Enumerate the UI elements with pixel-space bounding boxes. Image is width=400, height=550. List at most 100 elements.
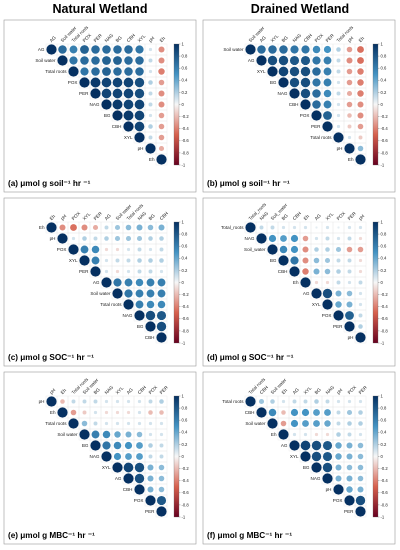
correlation-circle xyxy=(91,430,100,439)
correlation-circle xyxy=(336,69,341,74)
row-label: XYL xyxy=(257,69,266,74)
correlation-circle xyxy=(358,410,363,415)
column-label: Eh xyxy=(303,213,311,221)
row-label: BG xyxy=(82,443,89,448)
colorbar-tick-label: 0.4 xyxy=(182,430,188,435)
correlation-circle xyxy=(290,256,299,265)
correlation-circle xyxy=(358,236,363,241)
correlation-circle xyxy=(71,399,76,404)
colorbar-tick-label: -0.2 xyxy=(381,466,389,471)
row-label: Soil water xyxy=(35,58,56,63)
diagonal-circle xyxy=(134,132,145,143)
row-label: BG xyxy=(270,80,277,85)
column-label: NAG xyxy=(104,32,115,43)
colorbar-tick-label: -1 xyxy=(381,340,385,345)
column-label: Eh xyxy=(49,213,57,221)
panel-border xyxy=(202,197,396,367)
column-label: POX xyxy=(336,211,346,221)
column-label: BG xyxy=(93,387,102,396)
correlation-circle xyxy=(134,77,145,88)
correlation-circle xyxy=(323,100,332,109)
grid-cell xyxy=(354,505,367,518)
colorbar-tick-label: -1 xyxy=(182,162,186,167)
diagonal-circle xyxy=(300,99,311,110)
row-label: pH xyxy=(326,487,332,492)
correlation-circle xyxy=(280,235,287,242)
correlation-circle xyxy=(324,420,331,427)
column-label: PER xyxy=(347,211,358,222)
correlation-circle xyxy=(336,113,341,118)
correlation-circle xyxy=(336,91,341,96)
colorbar-tick-label: -0.6 xyxy=(381,138,389,143)
correlation-circle xyxy=(136,442,143,449)
colorbar-tick-label: -1 xyxy=(381,514,385,519)
correlation-circle xyxy=(303,432,308,437)
diagonal-circle xyxy=(289,88,300,99)
column-label: BG xyxy=(314,387,323,396)
colorbar-tick-label: 1 xyxy=(381,41,384,46)
diagonal-circle xyxy=(156,332,167,343)
correlation-circle xyxy=(158,112,165,119)
correlation-circle xyxy=(312,45,321,54)
correlation-circle xyxy=(124,289,133,298)
column-label: CBH xyxy=(126,33,136,43)
correlation-circle xyxy=(346,409,353,416)
panel-caption: (d) μmol g SOC⁻¹ hr ⁻¹ xyxy=(207,353,294,362)
diagonal-circle xyxy=(156,506,167,517)
correlation-circle xyxy=(335,301,342,308)
colorbar-tick-label: 1 xyxy=(381,393,384,398)
correlation-circle xyxy=(347,236,352,241)
correlation-circle xyxy=(289,77,300,88)
correlation-circle xyxy=(358,135,363,140)
correlation-circle xyxy=(324,257,331,264)
correlation-circle xyxy=(325,280,330,285)
correlation-circle xyxy=(358,432,363,437)
correlation-circle xyxy=(123,462,134,473)
row-label: Eh xyxy=(293,280,299,285)
diagonal-circle xyxy=(344,495,355,506)
correlation-circle xyxy=(346,453,353,460)
colorbar-tick-label: 0.4 xyxy=(381,430,387,435)
correlation-circle xyxy=(102,430,111,439)
correlation-circle xyxy=(70,224,77,231)
column-label: XYL xyxy=(303,385,313,395)
column-label: XYL xyxy=(270,33,280,43)
colorbar-tick-label: 0 xyxy=(381,454,384,459)
correlation-circle xyxy=(290,234,299,243)
diagonal-circle xyxy=(112,288,123,299)
diagonal-circle xyxy=(123,299,134,310)
correlation-circle xyxy=(158,57,165,64)
correlation-circle xyxy=(325,236,330,241)
correlation-circle xyxy=(148,124,153,129)
correlation-circle xyxy=(357,145,364,152)
correlation-circle xyxy=(159,269,164,274)
correlation-circle xyxy=(358,280,363,285)
correlation-circle xyxy=(278,55,289,66)
correlation-circle xyxy=(137,269,142,274)
diagonal-circle xyxy=(90,88,101,99)
diagonal-circle xyxy=(101,277,112,288)
colorbar-tick-label: -0.8 xyxy=(182,328,190,333)
correlation-circle xyxy=(69,56,78,65)
row-label: XYL xyxy=(102,465,111,470)
column-label: AG xyxy=(314,213,323,222)
panel-caption: (c) μmol g SOC⁻¹ hr ⁻¹ xyxy=(8,353,94,362)
column-label: XYL xyxy=(137,33,147,43)
column-label: AG xyxy=(104,213,113,222)
correlation-circle xyxy=(147,486,154,493)
correlation-circle xyxy=(126,258,131,263)
correlation-circle xyxy=(126,421,131,426)
diagonal-circle xyxy=(68,66,79,77)
column-label: NAG xyxy=(104,384,115,395)
row-label: XYL xyxy=(312,302,321,307)
diagonal-circle xyxy=(145,143,156,154)
correlation-circle xyxy=(290,408,299,417)
column-label: XYL xyxy=(82,211,92,221)
correlation-circle xyxy=(113,441,122,450)
correlation-circle xyxy=(357,486,364,493)
correlation-circle xyxy=(302,420,309,427)
row-label: BG xyxy=(303,465,310,470)
correlation-circle xyxy=(347,421,352,426)
correlation-circle xyxy=(324,268,331,275)
correlation-circle xyxy=(313,409,320,416)
